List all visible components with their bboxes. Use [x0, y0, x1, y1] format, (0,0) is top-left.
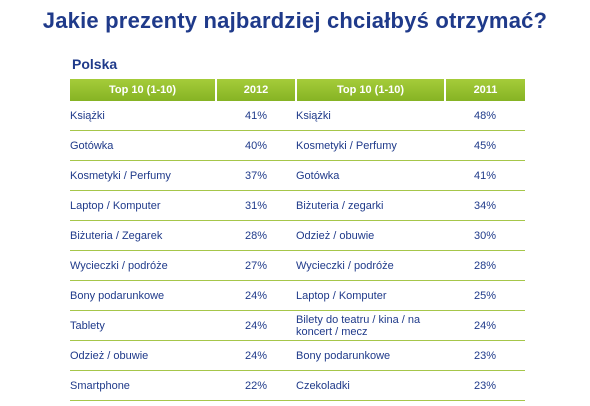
percent-2012-cell: 22%	[216, 370, 296, 401]
table-row: Książki 41% Książki 48%	[70, 101, 525, 131]
table-row: Biżuteria / Zegarek 28% Odzież / obuwie 30%	[70, 220, 525, 251]
table-row: Laptop / Komputer 31% Biżuteria / zegarki 3…	[70, 190, 525, 221]
item-2011-cell: Gotówka	[296, 160, 445, 191]
percent-2011-cell: 41%	[445, 160, 525, 191]
item-2012-cell: Odzież / obuwie	[70, 340, 216, 371]
item-2012-cell: Kosmetyki / Perfumy	[70, 160, 216, 191]
percent-2011-cell: 28%	[445, 250, 525, 281]
item-2011-cell: Odzież / obuwie	[296, 220, 445, 251]
table-row: Smartphone 22% Czekoladki 23%	[70, 370, 525, 401]
item-2011-cell: Wycieczki / podróże	[296, 250, 445, 281]
item-2012-cell: Biżuteria / Zegarek	[70, 220, 216, 251]
item-2012-cell: Bony podarunkowe	[70, 280, 216, 311]
column-header-top10-2012: Top 10 (1-10)	[70, 79, 217, 101]
percent-2012-cell: 41%	[216, 101, 296, 131]
percent-2012-cell: 24%	[216, 340, 296, 371]
percent-2012-cell: 31%	[216, 190, 296, 221]
item-2011-cell: Bilety do teatru / kina / na koncert / m…	[296, 310, 445, 341]
item-2012-cell: Wycieczki / podróże	[70, 250, 216, 281]
item-2011-cell: Czekoladki	[296, 370, 445, 401]
table-header-row: Top 10 (1-10) 2012 Top 10 (1-10) 2011	[70, 79, 525, 101]
percent-2012-cell: 27%	[216, 250, 296, 281]
table-row: Tablety 24% Bilety do teatru / kina / na k…	[70, 310, 525, 341]
item-2012-cell: Smartphone	[70, 370, 216, 401]
table-body: Książki 41% Książki 48% Gotówka 40% Kosmetyki …	[70, 101, 525, 401]
percent-2011-cell: 48%	[445, 101, 525, 131]
percent-2011-cell: 25%	[445, 280, 525, 311]
column-header-2012: 2012	[216, 79, 297, 101]
table-row: Bony podarunkowe 24% Laptop / Komputer 25%	[70, 280, 525, 311]
item-2011-cell: Biżuteria / zegarki	[296, 190, 445, 221]
item-2011-cell: Laptop / Komputer	[296, 280, 445, 311]
percent-2011-cell: 34%	[445, 190, 525, 221]
page-title: Jakie prezenty najbardziej chciałbyś otr…	[42, 8, 548, 33]
item-2012-cell: Gotówka	[70, 130, 216, 161]
percent-2011-cell: 23%	[445, 370, 525, 401]
table-subtitle: Polska	[72, 56, 118, 72]
percent-2012-cell: 40%	[216, 130, 296, 161]
percent-2011-cell: 24%	[445, 310, 525, 341]
percent-2011-cell: 30%	[445, 220, 525, 251]
column-header-top10-2011: Top 10 (1-10)	[296, 79, 446, 101]
table-row: Odzież / obuwie 24% Bony podarunkowe 23%	[70, 340, 525, 371]
item-2011-cell: Kosmetyki / Perfumy	[296, 130, 445, 161]
item-2011-cell: Książki	[296, 101, 445, 131]
item-2011-cell: Bony podarunkowe	[296, 340, 445, 371]
percent-2012-cell: 24%	[216, 280, 296, 311]
percent-2012-cell: 28%	[216, 220, 296, 251]
percent-2012-cell: 24%	[216, 310, 296, 341]
table-row: Wycieczki / podróże 27% Wycieczki / podróż…	[70, 250, 525, 281]
table-row: Gotówka 40% Kosmetyki / Perfumy 45%	[70, 130, 525, 161]
item-2012-cell: Książki	[70, 101, 216, 131]
item-2012-cell: Laptop / Komputer	[70, 190, 216, 221]
item-2012-cell: Tablety	[70, 310, 216, 341]
table-row: Kosmetyki / Perfumy 37% Gotówka 41%	[70, 160, 525, 191]
percent-2011-cell: 23%	[445, 340, 525, 371]
percent-2012-cell: 37%	[216, 160, 296, 191]
percent-2011-cell: 45%	[445, 130, 525, 161]
column-header-2011: 2011	[445, 79, 525, 101]
gift-ranking-table: Top 10 (1-10) 2012 Top 10 (1-10) 2011 Ks…	[70, 79, 525, 401]
